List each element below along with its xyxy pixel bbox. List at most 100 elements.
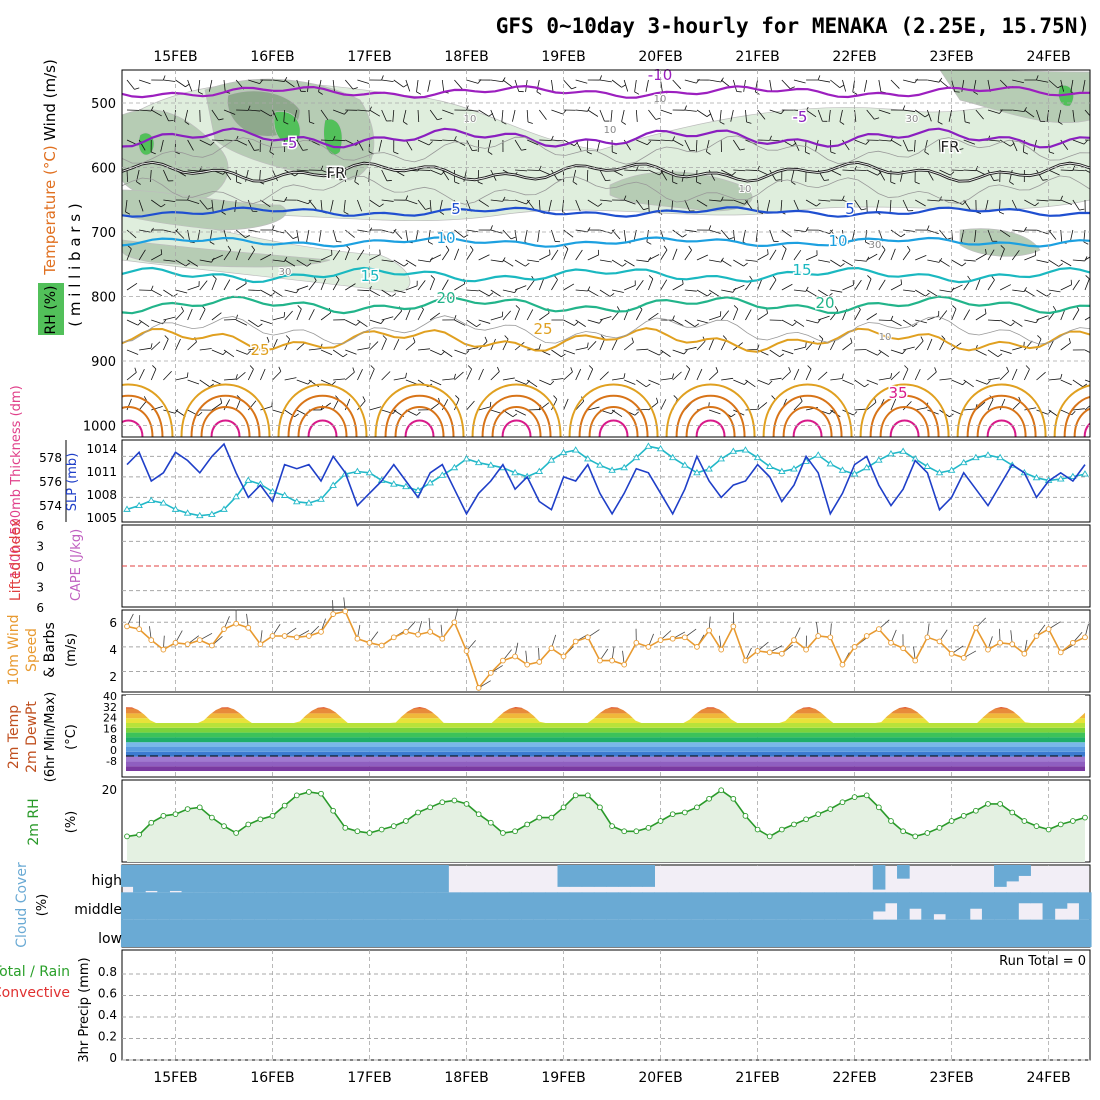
wind-barb-flag	[646, 241, 652, 245]
wind-barb-staff	[854, 279, 862, 291]
wind-barb-staff	[354, 169, 358, 182]
cloud-bar-low	[1078, 919, 1092, 947]
cloud-level-label: low	[98, 931, 122, 947]
wind-barb-staff	[1072, 309, 1080, 321]
contour-label: 15	[360, 267, 379, 285]
cloud-bar-low	[848, 919, 862, 947]
wind-barb-staff	[815, 139, 819, 152]
wind10m-point	[1082, 634, 1088, 641]
wind-barb-staff	[987, 319, 1000, 322]
wind-barb-staff	[393, 79, 404, 88]
wind-barb-staff	[1024, 255, 1036, 261]
wind-barb-staff	[1011, 250, 1020, 261]
wind-barb-flag	[645, 383, 651, 388]
wind-barb-staff	[745, 259, 758, 262]
cloud-bar-low	[399, 919, 413, 947]
cloud-bar-low	[630, 919, 643, 947]
rh2m-axis-label: (%)	[64, 811, 79, 834]
wind-barb-flag	[430, 275, 435, 280]
wind-barb-staff	[696, 199, 708, 207]
wind-barb-flag	[599, 75, 603, 81]
wind-barb-staff	[211, 278, 217, 291]
wind-barb-flag	[941, 335, 946, 340]
wind-barb-staff	[890, 398, 897, 411]
wind-barb-staff	[780, 199, 783, 212]
wind-barb-flag	[659, 351, 664, 356]
wind-barb-staff	[551, 349, 562, 358]
wind-barb-staff	[393, 310, 402, 321]
wind-barb-staff	[660, 79, 663, 92]
isotherm-35	[792, 419, 823, 437]
cloud-bar-high	[569, 865, 583, 887]
wind-barb-staff	[660, 109, 673, 115]
wind-barb-staff	[125, 199, 128, 212]
wind-barb-staff	[454, 79, 463, 90]
cloud-bar-middle	[933, 892, 947, 915]
wind-barb-flag	[605, 179, 611, 182]
wind-barb-staff	[187, 341, 197, 351]
wind10m-point	[694, 644, 700, 650]
wind-barb-flag	[488, 292, 494, 297]
contour-label: -10	[648, 66, 673, 84]
wind-barb-staff	[636, 348, 649, 351]
cloud-bar-low	[981, 919, 995, 947]
wind-barb-staff	[939, 310, 948, 321]
wind-barb-staff	[126, 319, 139, 326]
wind-barb-flag	[497, 366, 500, 372]
rh-axis-label: RH (%)	[43, 286, 59, 335]
wind-barb-staff	[672, 79, 682, 90]
wind-barb-staff	[903, 109, 916, 112]
thickness-point	[984, 451, 992, 458]
wind-barb-flag	[379, 249, 381, 255]
rh-contour-line	[122, 135, 1090, 165]
thickness-point	[862, 463, 871, 471]
wind-barb-flag	[236, 181, 242, 184]
cloud-bar-low	[217, 919, 231, 947]
wind-barb-staff	[248, 79, 260, 85]
wind-barb-flag	[867, 275, 872, 280]
upper-wind-barbs	[125, 75, 1098, 418]
wind-barb-staff	[599, 316, 612, 321]
cloud-axis-label: Cloud Cover	[14, 862, 30, 948]
rh2m-axis-label: 2m RH	[26, 798, 42, 845]
cloud-bar-middle	[545, 892, 558, 920]
wind-barb-staff	[405, 379, 418, 385]
wind-barb-staff	[320, 199, 323, 212]
cloud-bar-middle	[508, 892, 522, 920]
isotherm-35	[598, 419, 629, 437]
slp-tick-label: 1011	[86, 465, 117, 479]
wind-barb-flag	[749, 275, 753, 281]
rh2m-point	[221, 823, 227, 829]
wind-barb-staff	[126, 79, 135, 90]
wind10m-point	[778, 650, 785, 657]
cloud-bar-middle	[593, 892, 607, 920]
cloud-bar-middle	[981, 892, 995, 920]
isotherm-15	[122, 266, 1090, 284]
wind-barb-flag	[561, 353, 566, 358]
thickness-point	[353, 467, 362, 474]
isotherm-30	[568, 383, 659, 437]
cloud-bar-low	[1042, 919, 1056, 947]
rh2m-point	[536, 814, 543, 821]
wind-barb-staff	[915, 199, 926, 207]
rh2m-point	[415, 809, 421, 816]
wind-barb-flag	[1023, 151, 1029, 155]
rh2m-tick-label: 20	[102, 783, 117, 797]
isotherm-35	[307, 419, 338, 437]
cloud-bar-low	[508, 919, 522, 947]
isotherm-30	[277, 383, 368, 437]
cloud-bar-middle	[387, 892, 401, 920]
thickness-point	[135, 501, 143, 509]
wind-barb-staff	[260, 341, 270, 351]
wind-barb-staff	[951, 199, 963, 205]
thickness-point	[875, 456, 883, 463]
temp-color-band	[126, 737, 1085, 743]
wind-barb-flag	[805, 106, 809, 112]
contour-label: 25	[533, 320, 552, 338]
wind-barb-staff	[575, 289, 588, 292]
wind-barb-flag	[707, 292, 712, 297]
wind10m-point	[451, 619, 458, 626]
wind-barb-staff	[696, 109, 708, 117]
wind-barb-flag	[525, 262, 530, 267]
wind-barb-flag	[1093, 117, 1098, 119]
